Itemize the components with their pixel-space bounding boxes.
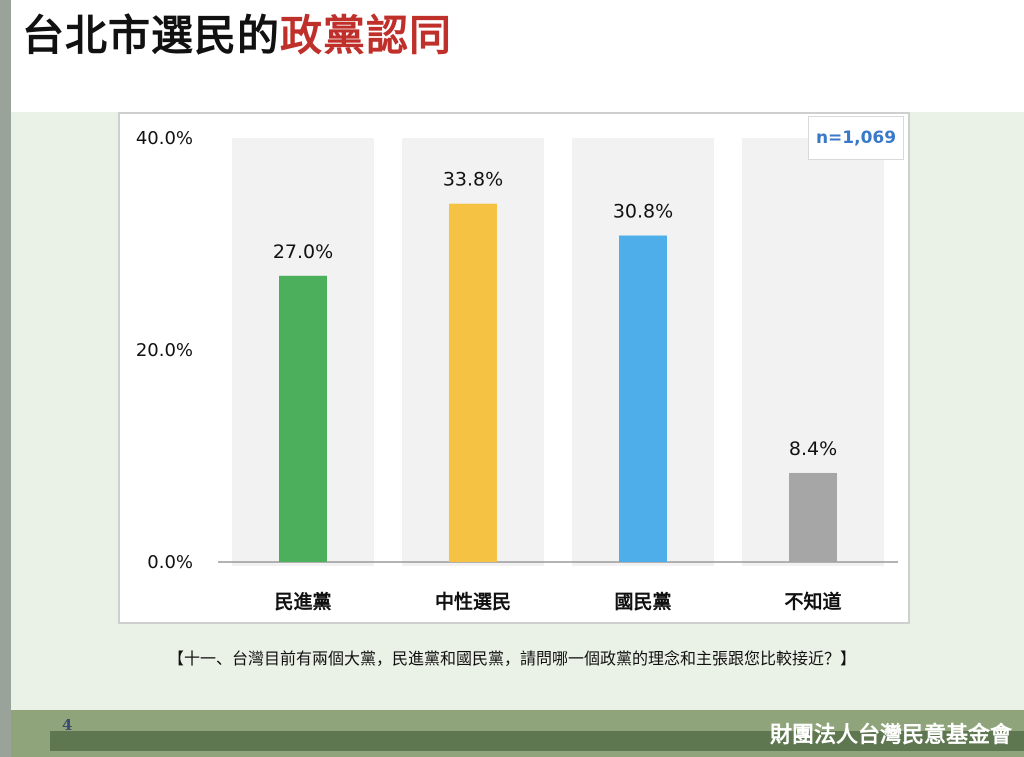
y-tick-label: 20.0% (136, 340, 193, 361)
bar-value-label: 8.4% (789, 438, 837, 460)
x-category-label: 中性選民 (435, 590, 511, 613)
y-tick-label: 0.0% (147, 552, 193, 573)
chart-frame: 0.0% 20.0% 40.0% 27.0% 民進黨 33.8% 中性選民 30.8% 國民黨 8… (118, 112, 910, 624)
survey-question: 【十一、台灣目前有兩個大黨，民進黨和國民黨，請問哪一個政黨的理念和主張跟您比較接… (167, 649, 856, 668)
page-title: 台北市選民的政黨認同 (22, 8, 452, 64)
footer-inner-bar (50, 731, 1024, 751)
x-category-label: 不知道 (784, 590, 841, 613)
bar (789, 472, 837, 562)
bar-value-label: 30.8% (613, 201, 673, 223)
y-tick-label: 40.0% (136, 128, 193, 149)
bar (449, 203, 497, 562)
title-main: 台北市選民的 (22, 11, 281, 60)
sample-size-label: n=1,069 (815, 128, 897, 148)
x-category-label: 國民黨 (614, 590, 671, 613)
sample-size-box: n=1,069 (808, 116, 904, 160)
page-number: 4 (62, 716, 73, 734)
bar (619, 235, 667, 562)
organization-name: 財團法人台灣民意基金會 (769, 723, 1012, 748)
title-accent: 政黨認同 (280, 11, 453, 60)
bar-value-label: 33.8% (443, 169, 503, 191)
x-category-label: 民進黨 (274, 590, 331, 613)
bar-value-label: 27.0% (273, 241, 333, 263)
bar-chart: 0.0% 20.0% 40.0% 27.0% 民進黨 33.8% 中性選民 30.8% 國民黨 8… (136, 128, 898, 613)
left-edge-strip (0, 0, 11, 757)
bar (279, 275, 327, 562)
